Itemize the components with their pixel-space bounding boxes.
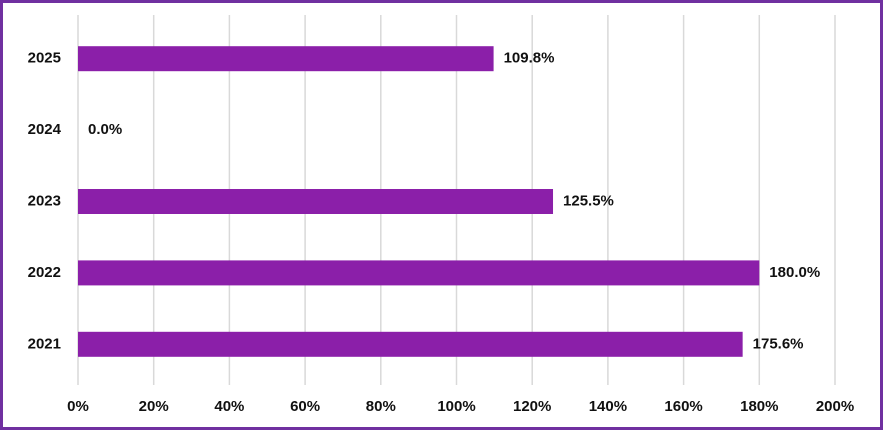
value-label: 0.0% bbox=[88, 121, 122, 138]
x-tick-label: 120% bbox=[513, 398, 551, 415]
bar bbox=[78, 189, 554, 214]
bar bbox=[78, 46, 494, 72]
x-tick-label: 100% bbox=[437, 398, 475, 415]
y-tick-label: 2021 bbox=[28, 335, 61, 352]
x-tick-label: 160% bbox=[664, 398, 702, 415]
y-tick-label: 2025 bbox=[28, 50, 61, 67]
y-tick-label: 2022 bbox=[28, 264, 61, 281]
bar bbox=[78, 331, 743, 357]
value-label: 180.0% bbox=[769, 264, 820, 281]
x-tick-label: 140% bbox=[589, 398, 627, 415]
x-tick-label: 180% bbox=[740, 398, 778, 415]
y-tick-label: 2023 bbox=[28, 192, 61, 209]
x-tick-label: 40% bbox=[214, 398, 244, 415]
value-label: 175.6% bbox=[753, 335, 804, 352]
x-tick-label: 80% bbox=[366, 398, 396, 415]
x-tick-label: 0% bbox=[67, 398, 89, 415]
x-tick-label: 20% bbox=[139, 398, 169, 415]
x-tick-label: 60% bbox=[290, 398, 320, 415]
x-tick-label: 200% bbox=[816, 398, 854, 415]
value-label: 125.5% bbox=[563, 192, 614, 209]
bar bbox=[78, 260, 760, 286]
y-tick-label: 2024 bbox=[28, 121, 62, 138]
value-label: 109.8% bbox=[504, 50, 555, 67]
